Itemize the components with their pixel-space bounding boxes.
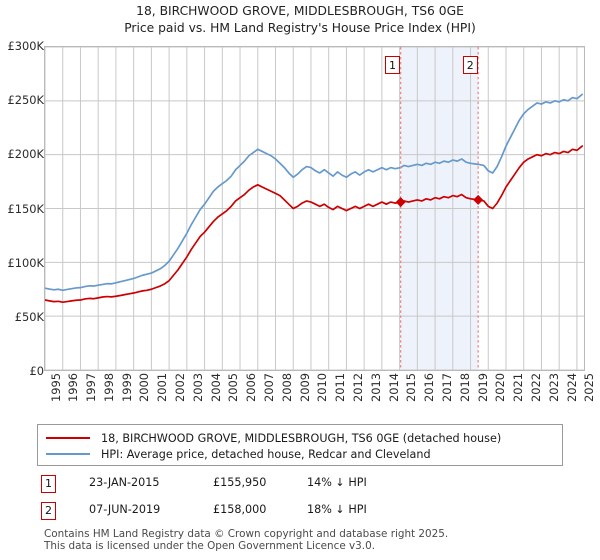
- chart-title-block: 18, BIRCHWOOD GROVE, MIDDLESBROUGH, TS6 …: [0, 3, 600, 37]
- transaction-badge-2: 2: [41, 502, 56, 520]
- chart-plot-area[interactable]: [44, 46, 585, 371]
- x-tick-label: 2010: [315, 373, 330, 402]
- x-tick-label: 2013: [368, 373, 383, 402]
- legend-item-property[interactable]: 18, BIRCHWOOD GROVE, MIDDLESBROUGH, TS6 …: [46, 430, 554, 446]
- x-tick-label: 2022: [528, 373, 543, 402]
- transaction-price-1: £155,950: [213, 476, 267, 489]
- x-tick-label: 2003: [190, 373, 205, 402]
- y-tick-label: £150K: [7, 201, 44, 216]
- x-axis: 1995 1996 1997 1998 1999 2000 2001 2002 2003 2004…: [44, 373, 597, 417]
- y-tick-label: £50K: [14, 309, 44, 324]
- y-tick-label: £0: [29, 364, 45, 378]
- footer-line-1: Contains HM Land Registry data © Crown c…: [44, 528, 449, 540]
- x-tick-label: 2020: [493, 373, 508, 402]
- x-tick-label: 2021: [511, 373, 526, 402]
- page-subtitle: Price paid vs. HM Land Registry's House …: [124, 21, 476, 35]
- x-tick-label: 2016: [422, 373, 437, 402]
- y-tick-label: £300K: [7, 39, 44, 53]
- x-tick-label: 2025: [582, 373, 597, 402]
- x-tick-label: 2006: [244, 373, 259, 402]
- x-tick-label: 2009: [297, 373, 312, 402]
- transaction-price-2: £158,000: [213, 503, 267, 516]
- footer-line-2: This data is licensed under the Open Gov…: [44, 540, 376, 552]
- x-tick-label: 2015: [404, 373, 419, 402]
- x-tick-label: 2024: [564, 373, 579, 402]
- legend-swatch-property: [46, 437, 90, 439]
- x-tick-label: 1998: [101, 373, 116, 402]
- x-tick-label: 2017: [440, 373, 454, 402]
- transaction-list: 1 23-JAN-2015 £155,950 14% ↓ HPI 2 07-JU…: [37, 473, 563, 527]
- y-axis: £0 £50K £100K £150K £200K £250K £300K: [0, 39, 44, 378]
- transaction-date-1: 23-JAN-2015: [89, 476, 160, 489]
- transaction-row-1[interactable]: 1 23-JAN-2015 £155,950 14% ↓ HPI: [37, 473, 563, 500]
- price-history-line-chart: [45, 47, 584, 370]
- transaction-date-2: 07-JUN-2019: [89, 503, 161, 516]
- x-tick-label: 2000: [137, 373, 152, 402]
- x-tick-label: 1999: [119, 373, 134, 402]
- x-tick-label: 1997: [84, 373, 99, 402]
- transaction-row-2[interactable]: 2 07-JUN-2019 £158,000 18% ↓ HPI: [37, 500, 563, 527]
- transaction-hpi-delta-2: 18% ↓ HPI: [307, 503, 367, 516]
- legend-label-hpi: HPI: Average price, detached house, Redc…: [101, 447, 431, 461]
- x-tick-label: 2007: [262, 373, 277, 402]
- x-tick-label: 1995: [48, 373, 63, 402]
- chart-annotation-flag-1[interactable]: 1: [384, 56, 400, 74]
- copyright-footer: Contains HM Land Registry data © Crown c…: [44, 528, 584, 552]
- x-tick-label: 2019: [475, 373, 490, 402]
- transaction-hpi-delta-1: 14% ↓ HPI: [307, 476, 367, 489]
- chart-legend: 18, BIRCHWOOD GROVE, MIDDLESBROUGH, TS6 …: [37, 424, 563, 466]
- x-tick-label: 2004: [208, 373, 223, 402]
- x-tick-label: 1996: [66, 373, 81, 402]
- x-tick-label: 2012: [351, 373, 366, 402]
- x-tick-label: 2011: [333, 373, 348, 402]
- y-tick-label: £250K: [7, 93, 44, 108]
- y-tick-label: £100K: [7, 255, 44, 270]
- legend-swatch-hpi: [46, 453, 90, 455]
- y-tick-label: £200K: [7, 147, 44, 162]
- legend-label-property: 18, BIRCHWOOD GROVE, MIDDLESBROUGH, TS6 …: [101, 431, 502, 445]
- x-tick-label: 2018: [457, 373, 472, 402]
- x-tick-label: 2008: [279, 373, 294, 402]
- transaction-badge-1: 1: [41, 475, 56, 493]
- x-tick-label: 2002: [173, 373, 188, 402]
- x-tick-label: 2014: [386, 373, 401, 402]
- x-tick-label: 2001: [155, 373, 170, 402]
- chart-annotation-flag-2[interactable]: 2: [462, 56, 478, 74]
- x-tick-label: 2005: [226, 373, 241, 402]
- page-title: 18, BIRCHWOOD GROVE, MIDDLESBROUGH, TS6 …: [136, 4, 464, 18]
- x-tick-label: 2023: [546, 373, 561, 402]
- legend-item-hpi[interactable]: HPI: Average price, detached house, Redc…: [46, 446, 554, 462]
